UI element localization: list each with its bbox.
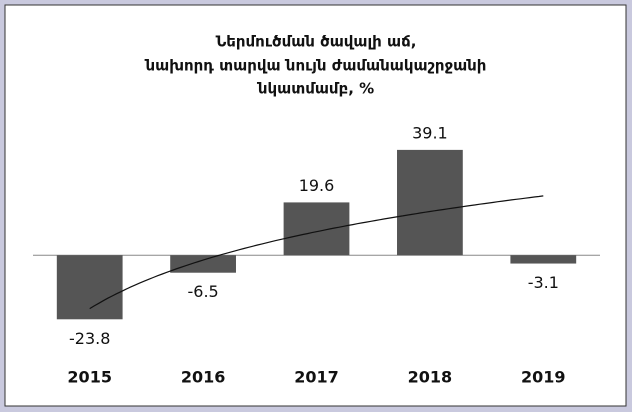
x-tick-label: 2019 xyxy=(521,368,566,387)
data-label: -23.8 xyxy=(69,329,110,348)
trendline xyxy=(89,195,544,310)
bar xyxy=(170,255,236,273)
data-label: 39.1 xyxy=(412,123,448,142)
x-tick-label: 2015 xyxy=(67,368,112,387)
bar xyxy=(283,202,350,256)
data-label: -3.1 xyxy=(528,273,559,292)
data-label: 19.6 xyxy=(299,176,335,195)
chart-title: Ներմուծման ծավալի աճ, xyxy=(216,33,417,51)
bar xyxy=(510,255,577,264)
data-label: -6.5 xyxy=(187,282,218,301)
chart-title: նկատմամբ, % xyxy=(257,80,374,98)
bar xyxy=(397,149,463,256)
x-tick-label: 2018 xyxy=(408,368,453,387)
chart-title: նախորդ տարվա նույն ժամանակաշրջանի xyxy=(145,57,487,75)
bar xyxy=(56,255,123,320)
x-tick-label: 2017 xyxy=(294,368,339,387)
x-tick-label: 2016 xyxy=(181,368,226,387)
